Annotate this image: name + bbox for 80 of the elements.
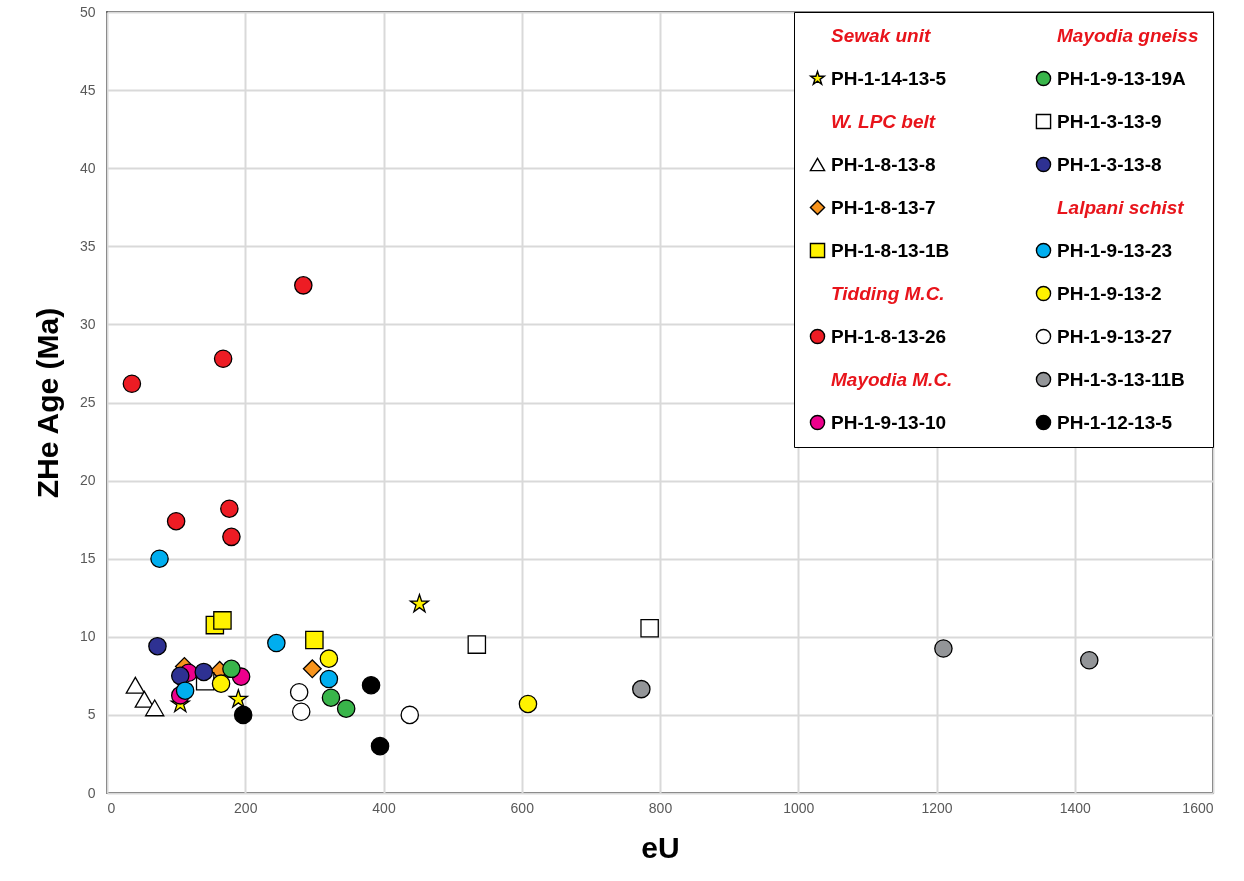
point — [336, 699, 356, 718]
y-tick-label: 35 — [79, 237, 96, 254]
point — [305, 630, 324, 650]
y-tick-label: 40 — [79, 159, 96, 176]
point — [175, 681, 195, 700]
point — [150, 549, 169, 568]
legend-label: PH-1-3-13-11B — [1057, 368, 1185, 390]
point — [400, 705, 420, 725]
point — [289, 682, 309, 702]
y-tick-label: 50 — [79, 3, 96, 20]
legend-label: PH-1-14-13-5 — [831, 67, 947, 89]
legend-label: PH-1-9-13-10 — [831, 411, 947, 433]
y-tick-label: 30 — [79, 315, 96, 332]
point — [934, 639, 953, 658]
point — [291, 702, 311, 722]
point — [211, 674, 231, 693]
point — [166, 511, 186, 531]
legend-label: PH-1-9-13-27 — [1057, 325, 1173, 347]
legend-label: PH-1-8-13-1B — [831, 239, 950, 261]
point — [213, 349, 233, 369]
legend-label: PH-1-3-13-8 — [1057, 153, 1162, 175]
legend-label: PH-1-9-13-19A — [1057, 67, 1187, 89]
x-tick-label: 200 — [234, 799, 258, 816]
point — [319, 649, 339, 668]
point — [228, 689, 249, 708]
point — [1079, 650, 1099, 670]
legend-label: PH-1-3-13-9 — [1057, 110, 1162, 132]
legend-label: PH-1-9-13-23 — [1057, 239, 1173, 261]
y-tick-label: 20 — [79, 472, 96, 489]
point — [632, 679, 651, 699]
y-tick-label: 0 — [87, 784, 96, 801]
y-tick-label: 5 — [87, 706, 96, 723]
legend-label: PH-1-8-13-8 — [831, 153, 936, 175]
x-tick-label: 1600 — [1182, 799, 1214, 816]
point — [321, 688, 341, 707]
annotation: Mayodia gneiss — [1057, 24, 1199, 46]
annotation: Sewak unit — [831, 24, 931, 46]
point — [222, 527, 241, 547]
legend-label: PH-1-9-13-2 — [1057, 282, 1162, 304]
point — [640, 618, 659, 638]
x-axis-title: eU — [641, 830, 680, 864]
point — [409, 593, 430, 613]
point — [194, 662, 214, 682]
x-tick-label: 600 — [510, 799, 535, 816]
x-tick-label: 0 — [107, 799, 116, 816]
point — [170, 666, 190, 686]
annotation: Tidding M.C. — [831, 282, 945, 304]
point — [267, 633, 286, 653]
x-tick-label: 1200 — [921, 799, 953, 816]
point — [361, 675, 381, 695]
legend-label: PH-1-8-13-26 — [831, 325, 947, 347]
point — [302, 659, 322, 679]
annotation: Lalpani schist — [1057, 196, 1185, 218]
point — [233, 705, 253, 725]
x-tick-label: 1000 — [783, 799, 815, 816]
y-tick-label: 15 — [79, 550, 96, 567]
point — [518, 694, 538, 714]
legend-label: PH-1-8-13-7 — [831, 196, 936, 218]
point — [148, 636, 167, 656]
point — [319, 669, 339, 689]
y-tick-label: 45 — [79, 81, 96, 98]
y-axis-title: ZHe Age (Ma) — [30, 307, 64, 499]
point — [220, 499, 239, 518]
annotation: Mayodia M.C. — [831, 368, 953, 390]
y-tick-label: 25 — [79, 394, 96, 410]
point — [134, 690, 155, 708]
x-tick-label: 400 — [372, 799, 396, 816]
point — [122, 374, 142, 394]
point — [144, 699, 165, 717]
point — [370, 736, 390, 756]
point — [294, 276, 313, 295]
point — [467, 635, 487, 654]
point — [213, 611, 232, 630]
annotation: W. LPC belt — [831, 110, 936, 132]
x-tick-label: 800 — [648, 799, 673, 816]
y-tick-label: 10 — [79, 628, 96, 645]
point — [125, 676, 146, 694]
x-tick-label: 1400 — [1059, 799, 1092, 816]
point — [222, 659, 241, 679]
legend-label: PH-1-12-13-5 — [1057, 411, 1173, 433]
